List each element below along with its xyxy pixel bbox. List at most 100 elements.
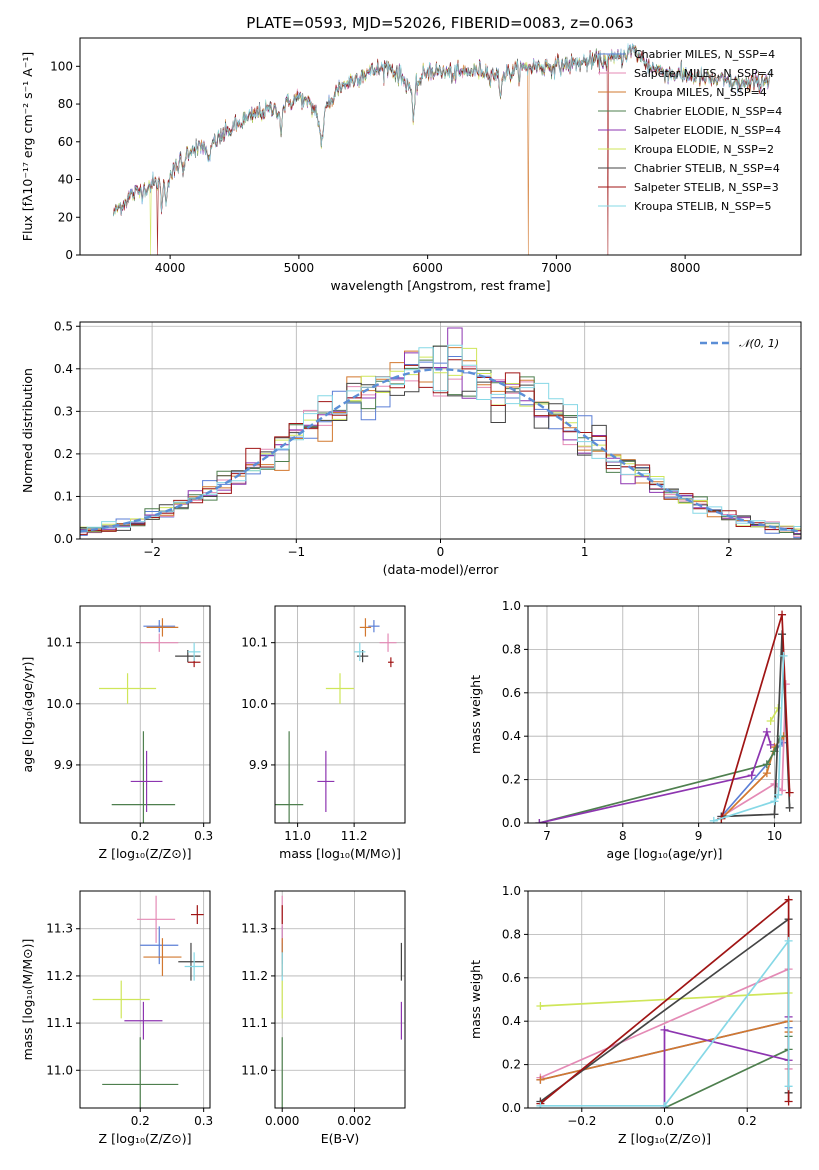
y-tick-label: 11.3 — [241, 922, 268, 936]
weight-marker-salpeter-stelib — [785, 788, 794, 797]
errorbar-point-kroupa-elodie — [99, 673, 157, 704]
errorbar-point-salpeter-elodie — [317, 750, 335, 812]
y-axis-label: mass weight — [468, 675, 483, 754]
legend-entry-chabrier-miles: Chabrier MILES, N_SSP=4 — [634, 48, 775, 61]
legend-entry-kroupa-stelib: Kroupa STELIB, N_SSP=5 — [634, 200, 772, 213]
x-tick-label: 0.0 — [655, 1114, 674, 1128]
plot-area — [80, 327, 801, 539]
weight-marker-salpeter-stelib — [784, 1097, 793, 1106]
y-tick-label: 11.0 — [241, 1063, 268, 1077]
x-axis-label: mass [log₁₀(M/M⊙)] — [279, 846, 401, 861]
weight-marker-kroupa-stelib — [784, 936, 793, 945]
legend-entry-salpeter-stelib: Salpeter STELIB, N_SSP=3 — [634, 181, 779, 194]
errorbar-point-salpeter-miles — [140, 633, 179, 652]
x-tick-label: 9 — [695, 829, 703, 843]
y-tick-label: 10.1 — [46, 636, 73, 650]
weight-marker-chabrier-stelib — [785, 803, 794, 812]
x-axis-label: Z [log₁₀(Z/Z⊙)] — [99, 846, 192, 861]
y-tick-label: 20 — [58, 210, 73, 224]
errorbar-point-kroupa-miles — [359, 618, 372, 637]
weight-marker-salpeter-stelib — [778, 610, 787, 619]
x-tick-label: 7000 — [541, 261, 572, 275]
errorbar-point-chabrier-elodie — [275, 731, 304, 823]
errorbar-point-chabrier-miles — [143, 620, 176, 633]
weight-marker-salpeter-miles — [778, 786, 787, 795]
errorbar-point-kroupa-miles — [146, 618, 179, 637]
y-tick-label: 11.0 — [46, 1063, 73, 1077]
y-tick-label: 11.1 — [241, 1016, 268, 1030]
errorbar-point-chabrier-elodie — [111, 731, 176, 823]
y-tick-label: 11.2 — [46, 969, 73, 983]
weight-marker-kroupa-stelib — [774, 790, 783, 799]
y-tick-label: 9.9 — [249, 758, 268, 772]
axes-frame — [79, 605, 211, 824]
y-tick-label: 0.2 — [502, 1058, 521, 1072]
plot-area — [92, 895, 204, 1108]
errorbar-point-kroupa-stelib — [354, 642, 366, 662]
spectrum-line-kroupa-stelib — [113, 43, 771, 217]
y-axis-label: Flux [fλ10⁻¹⁷ erg cm⁻² s⁻¹ A⁻¹] — [20, 52, 35, 241]
y-tick-label: 10.0 — [241, 697, 268, 711]
x-tick-label: 0.2 — [131, 1114, 150, 1128]
x-tick-label: 5000 — [284, 261, 315, 275]
axes-frame — [274, 890, 406, 1109]
errorbar-point-chabrier-miles — [368, 620, 380, 633]
weight-line-kroupa-elodie — [769, 707, 780, 722]
axes-frame — [527, 890, 802, 1109]
weight-marker-kroupa-miles — [762, 769, 771, 778]
y-tick-label: 1.0 — [502, 884, 521, 898]
x-tick-label: 0.002 — [337, 1114, 371, 1128]
errorbar-point-salpeter-elodie — [130, 750, 163, 812]
y-tick-label: 11.1 — [46, 1016, 73, 1030]
y-tick-label: 0.4 — [502, 1014, 521, 1028]
figure-title: PLATE=0593, MJD=52026, FIBERID=0083, z=0… — [246, 14, 633, 32]
weight-marker-salpeter-miles — [770, 779, 779, 788]
panel-mass_vs_ebv: 0.000 0.002 11.0 11.1 11.2 11.3 E(B-V) — [241, 890, 406, 1146]
weight-marker-salpeter-elodie — [535, 819, 544, 823]
y-tick-label: 40 — [58, 173, 73, 187]
axes-frame — [79, 37, 802, 256]
x-tick-label: 0.2 — [131, 829, 150, 843]
errorbar-point-chabrier-miles — [140, 926, 179, 965]
legend-entry-kroupa-miles: Kroupa MILES, N_SSP=4 — [634, 86, 767, 99]
x-tick-label: 11.2 — [341, 829, 368, 843]
legend-entry-chabrier-stelib: Chabrier STELIB, N_SSP=4 — [634, 162, 780, 175]
y-axis-label: mass [log₁₀(M/M⊙)] — [20, 939, 35, 1061]
errorbar-point-kroupa-elodie — [92, 980, 150, 1019]
x-axis-label: age [log₁₀(age/yr)] — [607, 846, 723, 861]
axes-frame — [79, 890, 211, 1109]
weight-marker-salpeter-elodie — [766, 740, 775, 749]
normal-reference-curve — [80, 368, 801, 533]
errorbar-point-salpeter-elodie — [124, 1001, 163, 1040]
plot-area — [113, 43, 771, 255]
plot-area — [281, 895, 402, 1108]
weight-marker-chabrier-elodie — [762, 760, 771, 769]
axes-frame — [274, 605, 406, 824]
legend-entry-normal: 𝒩(0, 1) — [739, 337, 779, 350]
x-tick-label: 0.000 — [265, 1114, 299, 1128]
y-tick-label: 0.4 — [502, 729, 521, 743]
legend-entry-salpeter-elodie: Salpeter ELODIE, N_SSP=4 — [634, 124, 781, 137]
weight-marker-salpeter-elodie — [747, 771, 756, 780]
panel-weight_vs_age: 7 8 9 10 0.0 0.2 0.4 0.6 0.8 1.0 age [log₁₀(age/yr… — [468, 599, 802, 861]
weight-marker-kroupa-stelib — [709, 816, 718, 823]
y-tick-label: 0.3 — [54, 404, 73, 418]
plot-area — [99, 618, 201, 823]
weight-marker-kroupa-elodie — [766, 717, 775, 726]
axes-frame — [79, 321, 802, 540]
y-axis-label: mass weight — [468, 960, 483, 1039]
errorbar-point-salpeter-stelib — [190, 905, 204, 925]
x-axis-label: E(B-V) — [321, 1131, 360, 1146]
panel-mass_vs_Z: 0.2 0.3 11.0 11.1 11.2 11.3 Z [log₁₀(Z/Z⊙)] mas… — [20, 890, 213, 1146]
panel-age_vs_mass: 11.0 11.2 9.9 10.0 10.1 mass [log₁₀(M/M⊙)] — [241, 605, 406, 861]
legend-entry-chabrier-elodie: Chabrier ELODIE, N_SSP=4 — [634, 105, 782, 118]
y-tick-label: 0.0 — [54, 532, 73, 546]
y-axis-label: Normed distribution — [20, 368, 35, 493]
panel-weight_vs_Z: −0.2 0.0 0.2 0.0 0.2 0.4 0.6 0.8 1.0 Z [log₁₀(Z/Z… — [468, 884, 802, 1146]
x-tick-label: 4000 — [155, 261, 186, 275]
x-tick-label: 0.3 — [194, 829, 213, 843]
weight-line-kroupa-stelib — [540, 938, 790, 1107]
y-tick-label: 0.4 — [54, 362, 73, 376]
errorbar-point-salpeter-stelib — [388, 657, 394, 668]
